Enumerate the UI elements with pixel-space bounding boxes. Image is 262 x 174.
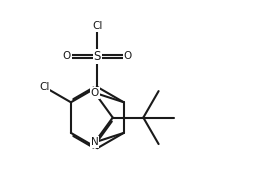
Text: O: O <box>63 52 71 61</box>
Text: O: O <box>124 52 132 61</box>
Text: N: N <box>91 137 99 147</box>
Text: S: S <box>94 50 101 63</box>
Text: Cl: Cl <box>39 82 50 92</box>
Text: O: O <box>91 88 99 98</box>
Text: Cl: Cl <box>92 21 102 31</box>
